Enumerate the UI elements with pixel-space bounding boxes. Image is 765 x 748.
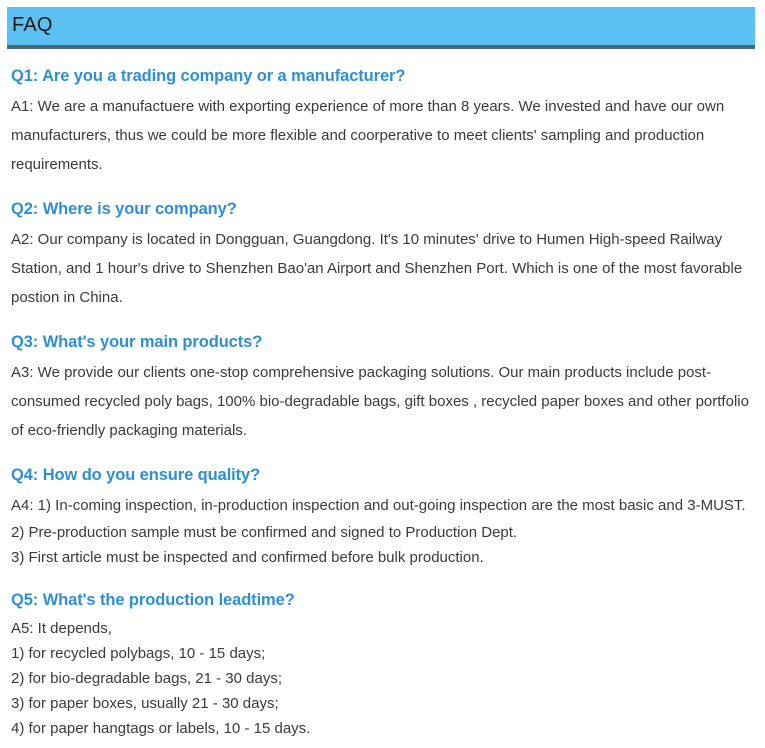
faq-answer-q3: A3: We provide our clients one-stop comp… — [11, 364, 749, 439]
faq-question-q4: Q4: How do you ensure quality? — [11, 466, 261, 484]
faq-answer-line: 1) for recycled polybags, 10 - 15 days; — [11, 645, 266, 662]
faq-section-q4: Q4: How do you ensure quality? A4: 1) In… — [11, 463, 753, 570]
faq-question-q3: Q3: What's your main products? — [11, 333, 263, 351]
faq-answer-line: 4) for paper hangtags or labels, 10 - 15… — [11, 720, 311, 737]
faq-answer-line: 3) First article must be inspected and c… — [11, 549, 484, 566]
faq-answer-line: A4: 1) In-coming inspection, in-producti… — [11, 497, 746, 514]
faq-question-q5: Q5: What's the production leadtime? — [11, 591, 295, 609]
faq-content: Q1: Are you a trading company or a manuf… — [11, 64, 753, 741]
faq-banner: FAQ — [7, 7, 755, 49]
faq-banner-title: FAQ — [12, 14, 53, 36]
faq-answer-q4: A4: 1) In-coming inspection, in-producti… — [11, 491, 753, 570]
faq-section-q2: Q2: Where is your company? A2: Our compa… — [11, 197, 753, 312]
faq-answer-q1: A1: We are a manufactuere with exporting… — [11, 98, 725, 173]
faq-section-q1: Q1: Are you a trading company or a manuf… — [11, 64, 753, 179]
faq-answer-line: 2) for bio-degradable bags, 21 - 30 days… — [11, 670, 283, 687]
faq-question-q1: Q1: Are you a trading company or a manuf… — [11, 67, 406, 85]
faq-section-q5: Q5: What's the production leadtime? A5: … — [11, 588, 753, 741]
faq-question-q2: Q2: Where is your company? — [11, 200, 237, 218]
faq-answer-line: 2) Pre-production sample must be confirm… — [11, 524, 518, 541]
faq-section-q3: Q3: What's your main products? A3: We pr… — [11, 330, 753, 445]
faq-answer-line: A5: It depends, — [11, 620, 112, 637]
faq-answer-line: 3) for paper boxes, usually 21 - 30 days… — [11, 695, 279, 712]
faq-answer-q2: A2: Our company is located in Dongguan, … — [11, 231, 743, 306]
faq-answer-q5: A5: It depends, 1) for recycled polybags… — [11, 616, 753, 741]
